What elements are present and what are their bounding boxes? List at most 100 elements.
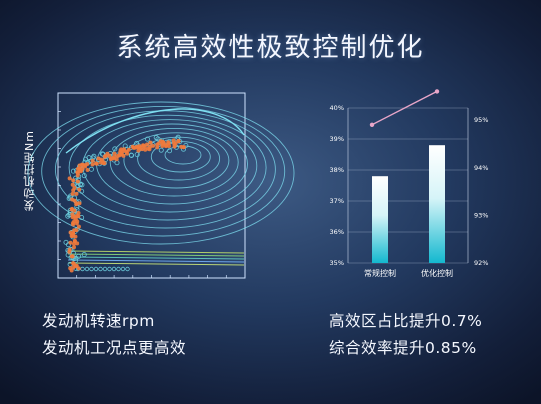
- operating-point-cyan: [80, 266, 85, 272]
- left-axis-tick-label: 36%: [330, 228, 344, 236]
- right-axis-tick-label: 95%: [474, 116, 488, 124]
- low-load-contour: [67, 259, 245, 263]
- operating-point-orange: [73, 234, 78, 239]
- operating-point-orange: [67, 176, 72, 181]
- operating-point-cyan: [77, 182, 83, 188]
- bar-categories: 常规控制 优化控制: [364, 268, 453, 278]
- operating-point-orange: [96, 156, 101, 161]
- operating-point-orange: [155, 145, 160, 150]
- operating-point-cyan: [128, 152, 134, 158]
- operating-point-orange: [163, 144, 168, 149]
- operating-point-orange: [102, 154, 107, 159]
- map-axis-ticks: [58, 111, 227, 278]
- operating-point-orange: [148, 140, 153, 145]
- bar-series: [372, 145, 445, 263]
- right-caption-2: 综合效率提升0.85%: [329, 339, 477, 357]
- operating-point-orange: [67, 247, 72, 252]
- bar-right-axis: 92% 93% 94% 95%: [467, 108, 488, 267]
- left-caption-2: 发动机工况点更高效: [42, 339, 187, 357]
- left-axis-tick-label: 39%: [330, 135, 344, 143]
- operating-point-orange: [77, 187, 82, 192]
- efficiency-contour: [82, 119, 258, 213]
- right-axis-tick-label: 92%: [474, 259, 488, 267]
- operating-point-orange: [71, 188, 76, 193]
- operating-point-cyan: [125, 266, 130, 272]
- operating-point-orange: [75, 179, 80, 184]
- map-y-axis-label: 发动机扭矩Nm: [23, 130, 36, 211]
- left-axis-tick-label: 38%: [330, 166, 344, 174]
- slide-title: 系统高效性极致控制优化: [116, 33, 425, 63]
- operating-point-orange: [115, 153, 120, 158]
- operating-point-orange: [76, 214, 81, 219]
- operating-point-orange: [136, 145, 141, 150]
- low-load-contour: [67, 250, 245, 254]
- operating-point-orange: [85, 168, 90, 173]
- operating-point-cyan: [93, 266, 99, 272]
- operating-point-cyan: [120, 266, 126, 272]
- operating-point-orange: [147, 147, 152, 152]
- left-axis-tick-label: 35%: [330, 259, 344, 267]
- operating-point-orange: [70, 206, 75, 211]
- operating-point-orange: [69, 233, 74, 238]
- bar-left-axis: 35% 36% 37% 38% 39% 40%: [330, 104, 349, 267]
- efficiency-bar-chart: 35% 36% 37% 38% 39% 40% 92% 93% 94% 95% 常规控制 优化控制: [330, 89, 488, 278]
- operating-points-cyan: [63, 134, 189, 272]
- operating-point-cyan: [98, 266, 103, 272]
- operating-point-orange: [151, 143, 156, 148]
- operating-point-orange: [90, 162, 95, 167]
- right-caption-1: 高效区占比提升0.7%: [329, 312, 483, 330]
- operating-point-orange: [76, 224, 81, 229]
- operating-point-orange: [125, 151, 130, 156]
- operating-point-cyan: [73, 175, 79, 181]
- low-load-contour: [67, 253, 245, 257]
- operating-point-cyan: [73, 255, 79, 261]
- operating-point-orange: [80, 162, 85, 167]
- operating-points-orange: [67, 138, 186, 273]
- low-load-contour: [67, 256, 245, 260]
- operating-point-orange: [72, 198, 77, 203]
- operating-point-orange: [122, 148, 127, 153]
- bar-optimized: [429, 145, 445, 263]
- operating-point-orange: [78, 169, 83, 174]
- operating-point-orange: [100, 158, 105, 163]
- right-axis-tick-label: 94%: [474, 164, 488, 172]
- operating-point-orange: [72, 228, 77, 233]
- left-caption-1: 发动机转速rpm: [42, 312, 155, 330]
- bar-line-series: [369, 89, 440, 127]
- operating-point-orange: [156, 141, 161, 146]
- operating-point-orange: [130, 144, 135, 149]
- efficiency-contour: [109, 127, 239, 197]
- line-point: [434, 89, 440, 94]
- operating-point-orange: [77, 201, 82, 206]
- operating-point-cyan: [89, 266, 94, 272]
- operating-point-orange: [112, 151, 117, 156]
- operating-point-orange: [68, 240, 73, 245]
- operating-point-cyan: [83, 156, 89, 162]
- efficiency-contour: [27, 101, 295, 245]
- operating-point-orange: [93, 161, 98, 166]
- operating-point-cyan: [81, 252, 87, 258]
- operating-point-orange: [136, 148, 141, 153]
- operating-point-cyan: [167, 148, 173, 154]
- operating-point-orange: [140, 147, 145, 152]
- operating-point-cyan: [63, 239, 69, 245]
- operating-point-orange: [71, 222, 76, 227]
- operating-point-cyan: [88, 166, 94, 172]
- operating-point-orange: [119, 152, 124, 157]
- operating-point-orange: [74, 191, 79, 196]
- operating-point-orange: [68, 266, 73, 271]
- operating-point-cyan: [111, 266, 117, 272]
- operating-point-orange: [70, 182, 75, 187]
- operating-point-cyan: [134, 152, 140, 158]
- operating-point-orange: [72, 245, 77, 250]
- operating-point-orange: [75, 241, 80, 246]
- operating-point-orange: [72, 219, 77, 224]
- operating-point-cyan: [70, 168, 76, 174]
- operating-point-orange: [70, 254, 75, 259]
- efficiency-contours: [27, 101, 295, 266]
- max-torque-curve: [65, 108, 245, 154]
- operating-point-orange: [161, 140, 166, 145]
- operating-point-cyan: [65, 213, 71, 219]
- operating-point-orange: [181, 145, 186, 150]
- operating-point-cyan: [116, 266, 121, 272]
